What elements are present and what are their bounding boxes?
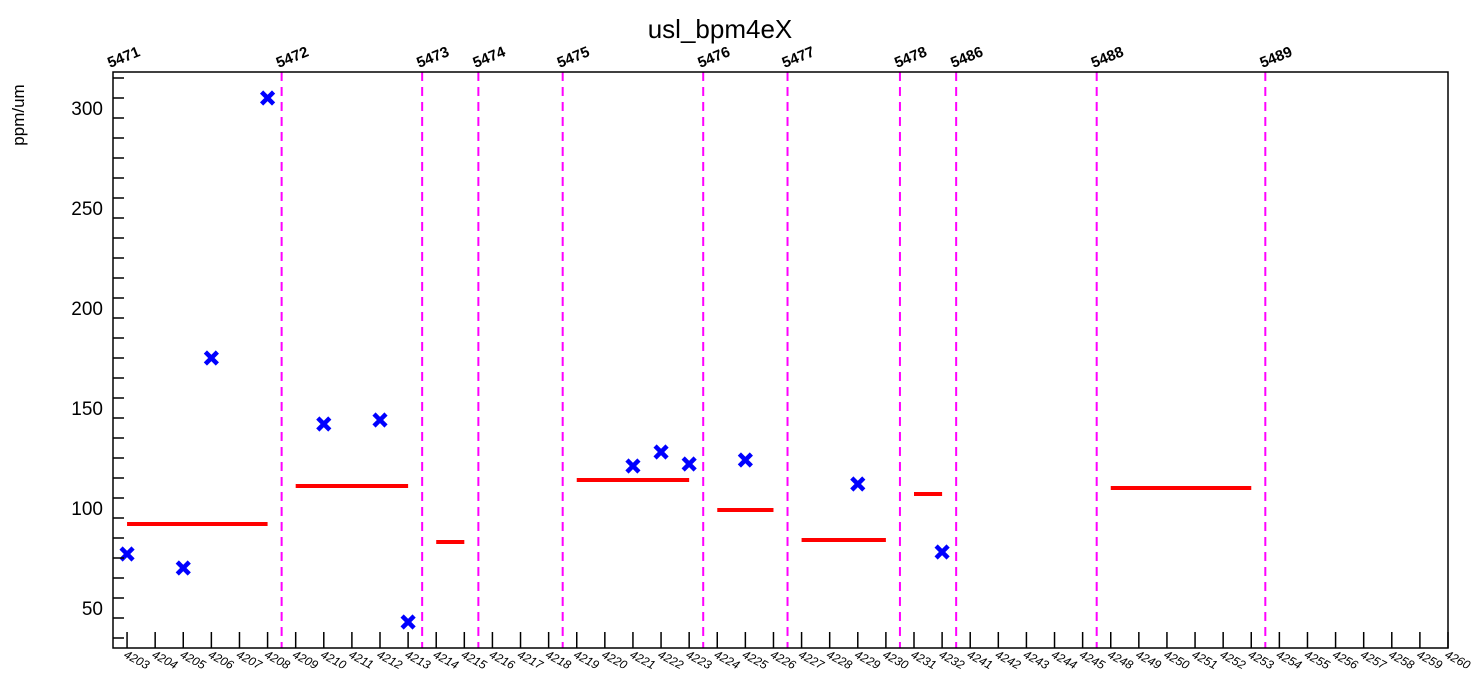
x-tick-label: 4242	[993, 647, 1023, 672]
x-tick-label: 4213	[403, 647, 433, 672]
x-tick-label: 4206	[206, 647, 236, 672]
run-labels: 5471 5472 5473 5474 5475 5476 5477 5478 5486 5488…	[105, 43, 1295, 72]
x-tick-label: 4250	[1162, 647, 1192, 672]
x-tick-label: 4244	[1049, 647, 1079, 672]
x-tick-label: 4258	[1386, 647, 1416, 672]
run-label: 5472	[274, 43, 311, 71]
data-point	[259, 90, 276, 106]
x-tick-label: 4226	[768, 647, 798, 672]
data-points	[119, 90, 950, 630]
run-label: 5475	[555, 43, 592, 71]
x-tick-label: 4224	[712, 647, 742, 672]
y-tick-label: 150	[71, 399, 103, 420]
data-point	[316, 416, 332, 432]
x-tick-label: 4225	[740, 647, 770, 672]
x-tick-label: 4245	[1077, 647, 1107, 672]
x-tick-label: 4209	[290, 647, 320, 672]
run-mean-bars	[127, 478, 1252, 544]
x-tick-label: 4231	[909, 647, 939, 672]
run-label: 5477	[780, 43, 817, 71]
x-tick-label: 4216	[487, 647, 517, 672]
y-tick-label: 200	[71, 299, 103, 320]
run-label: 5488	[1089, 43, 1126, 71]
run-boundary-lines	[280, 72, 1267, 648]
plot-frame	[112, 71, 1449, 649]
x-tick-label: 4230	[880, 647, 910, 672]
data-point	[203, 350, 219, 366]
data-point	[400, 614, 416, 630]
x-tick-label: 4203	[122, 647, 152, 672]
y-axis-label: ppm/um	[9, 84, 28, 145]
x-tick-label: 4217	[515, 647, 546, 673]
run-label: 5478	[892, 43, 929, 71]
x-tick-label: 4222	[656, 647, 686, 672]
y-tick-label: 250	[71, 199, 103, 220]
x-tick-label: 4205	[178, 647, 208, 672]
data-point	[625, 458, 641, 474]
x-tick-label: 4218	[543, 647, 573, 672]
run-label: 5473	[414, 43, 451, 71]
x-tick-label: 4259	[1414, 647, 1444, 672]
x-tick-label: 4254	[1274, 647, 1304, 672]
data-point	[175, 560, 191, 576]
data-point	[737, 452, 753, 468]
x-tick-label: 4214	[431, 647, 461, 672]
x-tick-label: 4251	[1190, 647, 1220, 672]
x-axis: 4203420442054206420742084209421042114212…	[122, 632, 1472, 673]
x-tick-label: 4243	[1021, 647, 1051, 672]
data-point	[653, 444, 669, 460]
data-point	[681, 456, 697, 472]
data-point	[372, 412, 388, 428]
x-tick-label: 4255	[1302, 647, 1332, 672]
x-tick-label: 4212	[375, 647, 405, 672]
run-label: 5486	[948, 43, 985, 71]
x-tick-label: 4223	[684, 647, 714, 672]
x-tick-label: 4260	[1443, 647, 1472, 672]
x-tick-label: 4257	[1358, 647, 1389, 673]
x-tick-label: 4221	[628, 647, 658, 672]
x-tick-label: 4215	[459, 647, 489, 672]
x-tick-label: 4207	[234, 647, 265, 673]
y-tick-label: 300	[71, 99, 103, 120]
run-label: 5489	[1257, 43, 1294, 71]
y-tick-label: 100	[71, 499, 103, 520]
x-tick-label: 4210	[318, 647, 348, 672]
x-tick-label: 4220	[599, 647, 629, 672]
x-tick-label: 4253	[1246, 647, 1276, 672]
x-tick-label: 4229	[852, 647, 882, 672]
x-tick-label: 4219	[571, 647, 601, 672]
x-tick-label: 4211	[346, 647, 375, 671]
run-label: 5474	[470, 43, 508, 72]
x-tick-label: 4232	[937, 647, 967, 672]
run-label: 5476	[695, 43, 732, 71]
x-tick-label: 4249	[1133, 647, 1163, 672]
x-tick-label: 4227	[796, 647, 827, 673]
x-tick-label: 4248	[1105, 647, 1135, 672]
x-tick-label: 4204	[150, 647, 180, 672]
chart-title: usl_bpm4eX	[648, 14, 793, 44]
data-point	[934, 544, 950, 560]
x-tick-label: 4252	[1218, 647, 1248, 672]
data-point	[850, 476, 866, 492]
y-tick-label: 50	[82, 599, 103, 620]
y-axis: 50 100 150 200 250 300	[71, 77, 124, 639]
x-tick-label: 4256	[1330, 647, 1360, 672]
x-tick-label: 4208	[262, 647, 292, 672]
x-tick-label: 4228	[824, 647, 854, 672]
x-tick-label: 4241	[965, 647, 995, 672]
run-label: 5471	[105, 43, 142, 71]
